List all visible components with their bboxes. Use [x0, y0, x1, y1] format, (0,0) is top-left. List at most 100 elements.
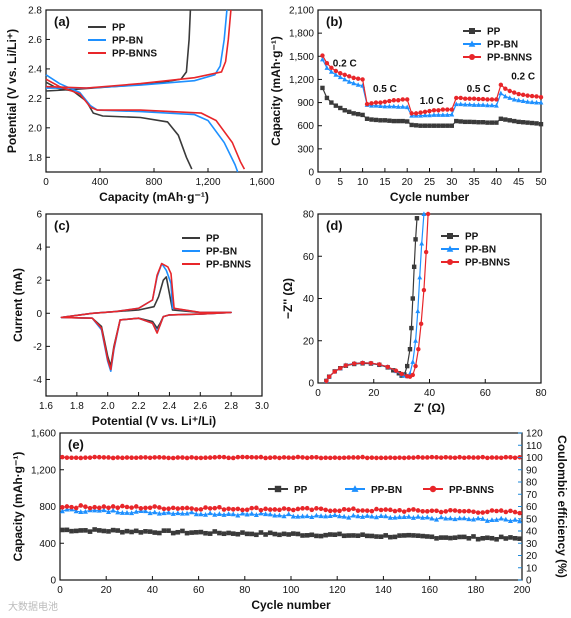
x-tick-label-e: 180 [467, 585, 484, 596]
data-point-pp-bn [419, 240, 425, 246]
data-point-pp-bnns-coulombic-efficiency [406, 455, 412, 460]
data-point-pp-bnns-coulombic-efficiency [106, 455, 111, 460]
data-point-pp-bn [323, 513, 329, 519]
data-point-pp-bnns [272, 507, 278, 512]
data-point-pp-bnns [147, 505, 153, 511]
series-line-pp-bnns [62, 504, 520, 514]
x-tick-label-e: 20 [101, 585, 113, 596]
data-point-pp-bn [413, 338, 418, 343]
data-point-pp-bn [512, 516, 518, 522]
data-point-pp [409, 122, 414, 128]
y-axis-label-c: Current (mA) [11, 268, 25, 342]
data-point-pp [480, 535, 486, 541]
data-point-pp-bnns [415, 508, 421, 513]
data-point-pp-bnns [64, 504, 70, 509]
data-point-pp-bnns [466, 508, 472, 514]
data-point-pp-bnns-coulombic-efficiency [461, 455, 467, 461]
data-point-pp [382, 118, 388, 123]
data-point-pp-bn [415, 308, 421, 314]
data-point-pp-bn [418, 113, 423, 118]
legend-d [441, 233, 459, 265]
data-point-pp-bnns [281, 506, 287, 511]
data-point-pp-bnns [326, 374, 332, 379]
data-point-pp-bnns-coulombic-efficiency [83, 455, 88, 460]
data-point-pp-bnns [400, 97, 405, 102]
panel-label-a: (a) [54, 14, 70, 29]
data-point-pp-bnns-coulombic-efficiency [226, 455, 231, 461]
data-point-pp-bnns-coulombic-efficiency [429, 454, 435, 460]
x-tick-label-d: 20 [368, 388, 380, 399]
data-point-pp [475, 536, 481, 542]
data-point-pp [120, 529, 125, 535]
data-point-pp-bn [493, 103, 499, 108]
data-point-pp-bn [318, 513, 324, 519]
data-point-pp-bnns [318, 506, 324, 512]
legend-marker [468, 40, 476, 47]
data-point-pp [69, 528, 74, 534]
data-point-pp-bnns [538, 94, 544, 100]
data-point-pp [445, 123, 450, 128]
data-point-pp-bnns-coulombic-efficiency [401, 455, 407, 461]
data-point-pp-bnns-coulombic-efficiency [166, 455, 171, 461]
data-point-pp-bn [235, 512, 241, 518]
data-point-pp-bn [470, 516, 477, 522]
data-point-pp [480, 120, 486, 125]
data-point-pp-bnns [436, 108, 441, 113]
x-tick-label-d: 60 [480, 388, 492, 399]
data-point-pp-bnns-coulombic-efficiency [397, 455, 402, 460]
x-tick-label-b: 45 [513, 177, 525, 188]
data-point-pp-bnns [138, 506, 144, 511]
data-point-pp [341, 533, 347, 539]
series-line-pp [325, 218, 418, 382]
data-point-pp [466, 535, 472, 541]
panel-d [317, 211, 542, 384]
y-tick-label-e: 400 [39, 539, 56, 550]
data-point-pp-bn [253, 512, 259, 517]
data-point-pp-bnns-coulombic-efficiency [392, 455, 398, 461]
data-point-pp [427, 123, 432, 128]
y2-tick-label-e: 50 [526, 514, 538, 525]
x-tick-label-b: 15 [379, 177, 391, 188]
data-point-pp-bnns [520, 92, 526, 98]
data-point-pp [203, 530, 208, 536]
data-point-pp-bnns [418, 110, 423, 115]
data-point-pp-bn [226, 511, 232, 516]
data-point-pp [413, 123, 419, 128]
legend-marker [446, 245, 454, 252]
legend-marker [469, 28, 475, 34]
data-point-pp-bnns-coulombic-efficiency [471, 455, 476, 460]
data-point-pp-bnns [388, 507, 393, 513]
data-point-pp [198, 529, 204, 535]
data-point-pp [124, 528, 130, 534]
data-point-pp [207, 531, 213, 536]
data-point-pp-bnns [226, 506, 231, 512]
data-point-pp-bnns [351, 75, 356, 81]
data-point-pp-bn [166, 509, 172, 515]
data-point-pp [346, 533, 352, 538]
data-point-pp-bn [249, 510, 255, 516]
data-point-pp-bn [476, 102, 481, 107]
data-point-pp-bnns-coulombic-efficiency [503, 454, 509, 460]
data-point-pp [277, 532, 282, 538]
data-point-pp-bnns-coulombic-efficiency [138, 455, 144, 460]
data-point-pp-bnns [449, 107, 454, 112]
data-point-pp-bn [156, 510, 162, 516]
data-point-pp [467, 119, 472, 125]
data-point-pp-bnns-coulombic-efficiency [143, 455, 148, 460]
data-point-pp-bnns [320, 53, 325, 58]
data-point-pp-bn [96, 507, 102, 513]
x-tick-label-b: 5 [338, 177, 344, 188]
data-point-pp-bnns-coulombic-efficiency [383, 455, 389, 461]
data-point-pp-bn [78, 509, 84, 514]
data-point-pp-bn [327, 513, 333, 519]
data-point-pp-bnns-coulombic-efficiency [267, 455, 273, 460]
data-point-pp-bn [92, 507, 98, 513]
data-point-pp-bnns [480, 510, 486, 515]
data-point-pp-bnns-coulombic-efficiency [193, 455, 199, 461]
data-point-pp-bnns [189, 506, 194, 511]
data-point-pp-bn [203, 511, 209, 517]
panel-c [45, 213, 263, 397]
x-tick-label-e: 120 [329, 585, 346, 596]
data-point-pp-bnns [355, 76, 361, 81]
series-line-pp-bnns [45, 78, 246, 170]
